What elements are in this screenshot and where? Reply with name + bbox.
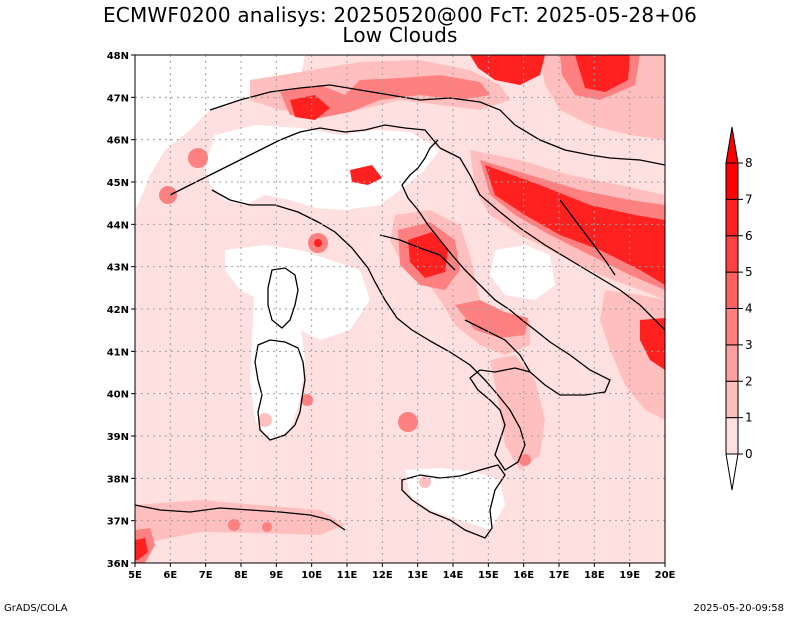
level6-balkans [485, 165, 665, 285]
colorbar-label: 7 [745, 192, 753, 206]
cloud-shading [135, 55, 665, 563]
blob-france-1 [188, 148, 208, 168]
lon-tick-label: 5E [128, 570, 142, 581]
colorbar-segment [725, 417, 739, 455]
level4-alps [280, 75, 490, 118]
lat-tick-label: 36N [107, 559, 129, 570]
colorbar-label: 2 [745, 374, 753, 388]
level6-south-east [640, 318, 665, 370]
lat-axis: 36N 37N 38N 39N 40N 41N 42N 43N 44N 45N 46N 47N 48N [107, 51, 135, 570]
italy-coast [211, 139, 611, 471]
zero-area-po-valley [205, 125, 440, 210]
balkan-inner-border [559, 199, 616, 276]
level4-campania [455, 300, 528, 338]
lon-tick-label: 20E [655, 570, 676, 581]
colorbar-segment [725, 344, 739, 382]
lon-tick-label: 14E [443, 570, 464, 581]
colorbar-label: 3 [745, 338, 753, 352]
colorbar-upper-arrow [725, 126, 739, 164]
north-border [209, 84, 516, 126]
colorbar-label: 0 [745, 447, 753, 461]
colorbar-label: 4 [745, 302, 753, 316]
lat-tick-label: 41N [107, 347, 129, 358]
blob-sicily [419, 476, 431, 488]
level6-lake [350, 165, 382, 185]
region-border-south [464, 319, 531, 373]
colorbar: 0 1 2 3 4 5 6 7 8 [725, 126, 753, 491]
lon-tick-label: 13E [407, 570, 428, 581]
lon-tick-label: 18E [584, 570, 605, 581]
sardinia-coast [254, 339, 306, 441]
lon-tick-label: 15E [478, 570, 499, 581]
lat-tick-label: 48N [107, 51, 129, 62]
region-border-central [379, 234, 456, 271]
alps-border [169, 124, 441, 196]
lat-tick-label: 39N [107, 432, 129, 443]
balkan-border [514, 124, 665, 166]
colorbar-segment [725, 271, 739, 309]
lon-tick-label: 7E [199, 570, 213, 581]
corsica-coast [267, 267, 299, 329]
blob-africa-2 [262, 522, 272, 532]
lon-tick-label: 16E [513, 570, 534, 581]
lat-tick-label: 44N [107, 220, 129, 231]
lat-tick-label: 42N [107, 305, 129, 316]
blob-south-italy [519, 454, 531, 466]
colorbar-segment [725, 380, 739, 419]
colorbar-label: 1 [745, 411, 753, 425]
lat-tick-label: 46N [107, 136, 129, 147]
lon-tick-label: 10E [301, 570, 322, 581]
colorbar-label: 5 [745, 265, 753, 279]
lon-tick-label: 6E [163, 570, 177, 581]
zero-area-sardinia [250, 280, 305, 440]
colorbar-lower-arrow [725, 453, 739, 491]
level6-alps-west [290, 95, 330, 120]
colorbar-segment [725, 198, 739, 237]
lon-tick-label: 9E [269, 570, 283, 581]
map-grid [135, 55, 665, 563]
lon-tick-label: 8E [234, 570, 248, 581]
blob-africa-1 [228, 519, 240, 531]
colorbar-label: 8 [745, 156, 753, 170]
lon-tick-label: 17E [549, 570, 570, 581]
colorbar-label: 6 [745, 229, 753, 243]
lat-tick-label: 45N [107, 178, 129, 189]
blob-sardinia-east [301, 394, 313, 406]
level6-northeast [575, 55, 630, 92]
colorbar-segment [725, 162, 739, 200]
lat-tick-label: 40N [107, 390, 129, 401]
lon-tick-label: 19E [619, 570, 640, 581]
footer-credit: GrADS/COLA [4, 603, 68, 614]
colorbar-segment [725, 235, 739, 273]
chart-title: ECMWF0200 analisys: 20250520@00 FcT: 202… [102, 3, 698, 27]
lon-axis: 5E 6E 7E 8E 9E 10E 11E 12E 13E 14E 15E 16E 17E 18E 19E… [128, 563, 676, 581]
footer-timestamp: 2025-05-20-09:58 [693, 603, 784, 614]
level2-calabria [490, 355, 545, 470]
zero-area-adriatic [490, 245, 555, 300]
lat-tick-label: 38N [107, 474, 129, 485]
adriatic-east-coast [439, 147, 665, 331]
lon-tick-label: 12E [372, 570, 393, 581]
coastlines [135, 84, 665, 539]
blob-tyrrhenian [398, 412, 418, 432]
level6-tunisia-corner [135, 538, 148, 560]
chart-subtitle: Low Clouds [342, 23, 458, 47]
africa-coast [135, 504, 346, 531]
blob-corsica-core [314, 239, 322, 247]
colorbar-segment [725, 308, 739, 346]
lat-tick-label: 47N [107, 93, 129, 104]
blob-france-2 [159, 186, 177, 204]
blob-sardinia-west [258, 413, 272, 427]
lat-tick-label: 43N [107, 263, 129, 274]
lat-tick-label: 37N [107, 517, 129, 528]
lon-tick-label: 11E [337, 570, 358, 581]
